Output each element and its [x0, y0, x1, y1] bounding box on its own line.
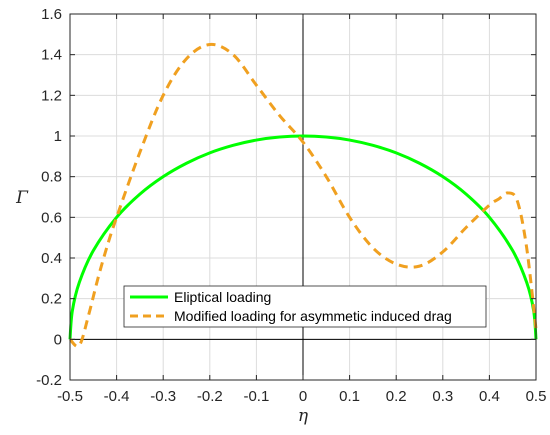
x-tick-label-10: 0.5 — [526, 388, 547, 405]
x-tick-label-1: -0.4 — [104, 388, 130, 405]
x-axis-label: η — [298, 406, 309, 426]
y-tick-label-3: 0.4 — [41, 250, 62, 267]
axis-ticks — [69, 13, 537, 381]
y-tick-label-2: 0.2 — [41, 291, 62, 308]
y-tick-label-7: 1.2 — [41, 87, 62, 104]
legend: Eliptical loading Modified loading for a… — [123, 285, 487, 328]
y-tick-label-9: 1.6 — [41, 6, 62, 23]
x-tick-label-8: 0.3 — [432, 388, 453, 405]
x-tick-label-4: -0.1 — [243, 388, 269, 405]
legend-label-modified: Modified loading for asymmetic induced d… — [174, 308, 452, 324]
x-tick-label-2: -0.3 — [150, 388, 176, 405]
y-axis-label: Γ — [15, 188, 29, 208]
x-tick-label-5: 0 — [299, 388, 307, 405]
y-tick-label-4: 0.6 — [41, 209, 62, 226]
series-eliptical-loading — [68, 134, 538, 340]
y-tick-label-8: 1.4 — [41, 47, 62, 64]
y-tick-labels: -0.2 0 0.2 0.4 0.6 0.8 1 1.2 1.4 1.6 — [36, 6, 62, 389]
x-tick-label-6: 0.1 — [339, 388, 360, 405]
legend-label-eliptical: Eliptical loading — [174, 289, 271, 305]
x-tick-label-7: 0.2 — [386, 388, 407, 405]
y-tick-label-6: 1 — [54, 128, 62, 145]
y-tick-label-0: -0.2 — [36, 372, 62, 389]
y-tick-label-1: 0 — [54, 331, 62, 348]
x-tick-label-3: -0.2 — [197, 388, 223, 405]
y-tick-label-5: 0.8 — [41, 169, 62, 186]
x-tick-label-0: -0.5 — [57, 388, 83, 405]
legend-box — [123, 285, 487, 328]
series-modified-loading — [68, 42, 538, 348]
x-tick-labels: -0.5 -0.4 -0.3 -0.2 -0.1 0 0.1 0.2 0.3 0.4 0.5 — [57, 388, 546, 405]
series-layer — [68, 42, 538, 348]
x-tick-label-9: 0.4 — [479, 388, 500, 405]
